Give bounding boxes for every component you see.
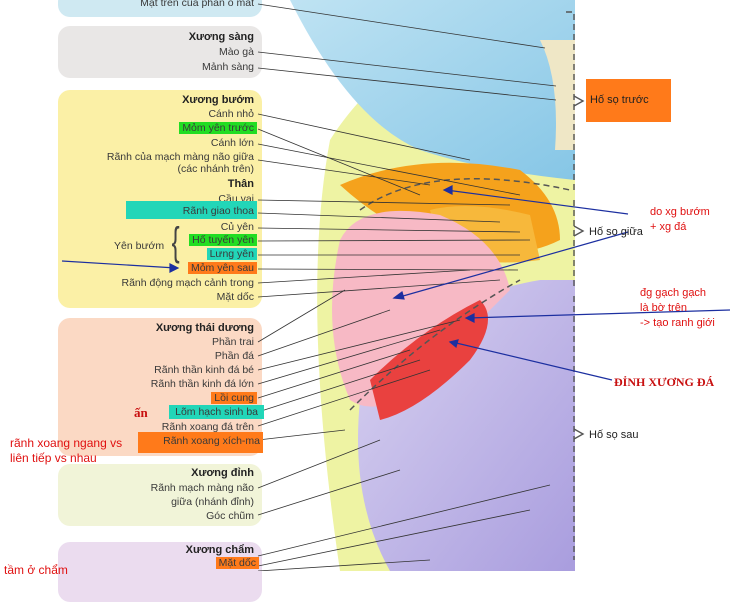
label-yen-buom: Yên bướm	[114, 240, 165, 252]
label-ranh-xoang-xichma: Rãnh xoang xích-ma	[138, 432, 263, 453]
heading-xuong-thai-duong: Xương thái dương	[155, 322, 254, 334]
label-cu-yen: Củ yên	[220, 221, 254, 233]
label-ranh-dong-mach: Rãnh động mạch cảnh trong	[121, 277, 254, 289]
annotation-bottom-cut: tầm ở chẩm	[4, 563, 68, 577]
fossa-truoc-box	[586, 79, 671, 122]
annotation-arrows	[61, 185, 731, 381]
label-ranh-tk-lon: Rãnh thần kinh đá lớn	[150, 378, 254, 390]
label-canh-nho: Cánh nhỏ	[208, 108, 254, 120]
label-mat-doc: Mặt dốc	[216, 291, 254, 303]
temporal-region	[332, 210, 510, 407]
annotation-do-xg-buom-2: + xg đá	[650, 221, 687, 233]
heading-xuong-dinh: Xương đỉnh	[191, 467, 254, 479]
annotation-dinh-xuong-da: ĐỈNH XƯƠNG ĐÁ	[614, 375, 715, 389]
fossa-giua-label: Hố sọ giữa	[589, 226, 643, 238]
ethmoid-region	[540, 40, 575, 150]
label-mao-ga: Mào gà	[218, 46, 254, 58]
annotation-do-xg-buom-1: do xg bướm	[650, 206, 710, 218]
panel-dinh	[58, 464, 262, 526]
fossa-truoc-label: Hố sọ trước	[590, 94, 649, 106]
heading-than: Thân	[227, 178, 254, 190]
heading-xuong-cham: Xương chẩm	[185, 544, 254, 556]
label-mom-yen-sau: Mỏm yên sau	[187, 262, 257, 274]
label-ranh-giao-thoa: Rãnh giao thoa	[126, 201, 257, 219]
annotation-ranh-xoang-ngang-1: rãnh xoang ngang vs	[10, 436, 123, 450]
label-lung-yen: Lưng yên	[206, 248, 257, 260]
annotation-dg-gach-2: là bờ trên	[640, 302, 687, 314]
heading-xuong-sang: Xương sàng	[188, 31, 254, 43]
annotation-dg-gach-1: đg gạch gạch	[640, 287, 707, 299]
annotation-dg-gach-3: -> tạo ranh giới	[640, 317, 715, 329]
brace-icon: {	[171, 220, 180, 264]
label-goc-chum: Góc chũm	[206, 510, 254, 522]
label-ranh-tk-be: Rãnh thần kinh đá bé	[154, 364, 254, 376]
label-phan-trai: Phần trai	[211, 336, 254, 348]
annotation-ranh-xoang-ngang-2: liên tiếp vs nhau	[10, 451, 97, 465]
label-loi-cung: Lồi cung	[211, 392, 257, 404]
label-canh-lon: Cánh lớn	[210, 137, 254, 149]
label-lom-hach: Lõm hạch sinh ba	[169, 405, 264, 419]
label-ranh-mach-2: (các nhánh trên)	[177, 163, 254, 175]
label-mom-yen-truoc: Mỏm yên trước	[179, 122, 257, 134]
label-manh-sang: Mảnh sàng	[202, 61, 254, 73]
label-phan-da: Phần đá	[214, 350, 254, 362]
label-ranh-mach-nao-1: Rãnh mạch màng não	[150, 482, 254, 494]
skull-base-illustration	[61, 0, 731, 571]
leader-lines	[257, 3, 557, 571]
frontal-region	[290, 0, 575, 180]
panel-sang	[58, 26, 262, 78]
annotation-an: ấn	[134, 405, 148, 420]
heading-xuong-buom: Xương bướm	[182, 94, 254, 106]
petrous-ridge	[370, 300, 488, 420]
label-ranh-mach-1: Rãnh của mạch màng não giữa	[106, 151, 254, 163]
fossa-sau-label: Hố sọ sau	[589, 429, 639, 441]
label-mat-doc-2: Mặt dốc	[215, 557, 259, 569]
label-ranh-mach-nao-2: giữa (nhánh đỉnh)	[171, 496, 254, 508]
panel-top	[58, 0, 262, 17]
label-top-partial: Mặt trên của phần ổ mắt	[140, 0, 254, 9]
label-ho-tuyen-yen: Hố tuyến yên	[189, 234, 257, 246]
label-ranh-xoang-da-tren: Rãnh xoang đá trên	[161, 421, 254, 433]
